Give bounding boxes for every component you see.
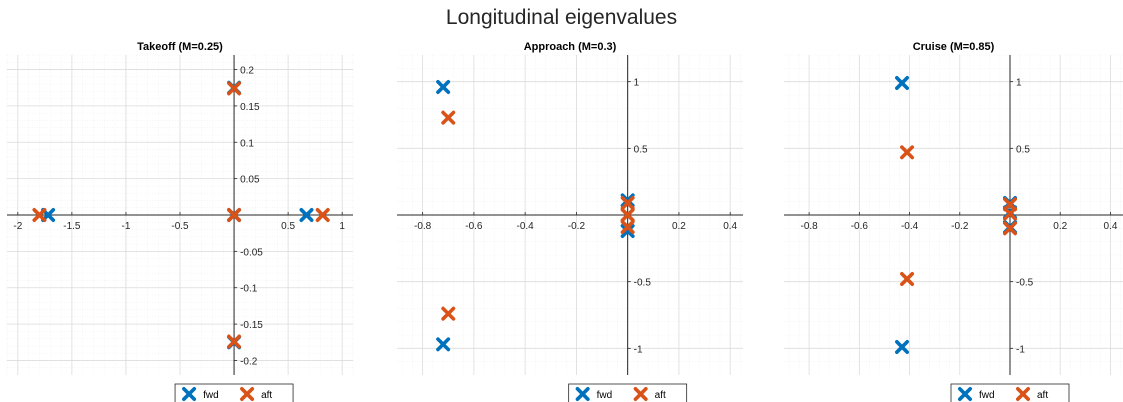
x-tick-label: -0.8 [800, 221, 818, 232]
x-tick-label: -0.2 [951, 221, 969, 232]
subplot-title: Approach (M=0.3) [524, 41, 617, 53]
legend-label-fwd: fwd [203, 390, 219, 401]
data-point-fwd [620, 193, 635, 208]
data-point-aft [227, 208, 242, 222]
x-tick-label: 0.4 [723, 221, 737, 232]
data-point-aft [620, 196, 635, 210]
y-tick-label: 1 [1016, 78, 1022, 89]
subplot-title: Cruise (M=0.85) [913, 41, 995, 53]
legend-label-aft: aft [655, 390, 666, 401]
y-tick-label: -0.5 [1016, 278, 1034, 289]
data-point-fwd [436, 337, 451, 352]
y-tick-label: -1 [634, 344, 643, 355]
x-tick-label: -0.4 [517, 221, 535, 232]
legend-label-aft: aft [1037, 390, 1048, 401]
data-point-aft [227, 334, 242, 349]
x-tick-label: -0.6 [465, 221, 483, 232]
y-tick-label: 0.2 [240, 66, 254, 77]
data-point-aft [620, 220, 635, 234]
data-point-aft [315, 208, 330, 222]
legend-box [950, 383, 1070, 402]
legend-marker-aft [240, 386, 255, 402]
x-tick-label: 0.2 [672, 221, 686, 232]
data-point-aft [227, 81, 242, 96]
legend-marker-fwd [957, 386, 973, 402]
data-point-aft [1002, 206, 1018, 221]
y-tick-label: 0.1 [240, 138, 254, 149]
y-tick-label: 0.5 [634, 144, 648, 155]
x-tick-label: 0.5 [281, 221, 295, 232]
y-tick-label: -0.5 [634, 278, 652, 289]
x-tick-label: -0.2 [568, 221, 586, 232]
data-point-aft [620, 208, 635, 222]
x-tick-label: -2 [13, 221, 22, 232]
subplot-title: Takeoff (M=0.25) [137, 41, 223, 53]
legend-marker-fwd [182, 386, 197, 402]
data-point-aft [1002, 221, 1018, 236]
y-tick-label: -0.05 [240, 247, 263, 258]
legend-marker-aft [1015, 386, 1030, 402]
data-point-fwd [895, 76, 910, 90]
data-point-aft [900, 145, 915, 160]
legend-label-fwd: fwd [979, 390, 995, 401]
data-point-aft [32, 208, 47, 222]
x-tick-label: -1 [121, 221, 130, 232]
legend-label-fwd: fwd [597, 390, 613, 401]
page-title: Longitudinal eigenvalues [445, 6, 678, 29]
y-tick-label: 1 [634, 78, 640, 89]
data-point-aft [441, 110, 456, 125]
x-tick-label: 0.4 [1103, 221, 1117, 232]
data-point-fwd [299, 208, 314, 222]
y-tick-label: 0.05 [240, 175, 260, 186]
data-point-fwd [620, 224, 635, 238]
data-point-aft [441, 306, 456, 321]
x-tick-label: 1 [339, 221, 345, 232]
x-tick-label: -0.5 [171, 221, 189, 232]
x-tick-label: -1.5 [63, 221, 81, 232]
legend-marker-fwd [575, 386, 590, 402]
y-tick-label: 0.5 [1016, 144, 1030, 155]
y-tick-label: 0.15 [240, 102, 260, 113]
y-tick-label: -0.15 [240, 320, 263, 331]
x-tick-label: 0.2 [1053, 221, 1067, 232]
legend: fwd aft [174, 383, 294, 402]
legend-box [568, 383, 688, 402]
subplot-3: -0.8 -0.6 -0.4 -0.2 0.2 0.4 1 0.5 -0.5 -1 Cruise (… [784, 41, 1123, 402]
data-point-fwd [895, 339, 910, 355]
y-tick-label: -0.1 [240, 284, 258, 295]
x-tick-label: -0.6 [851, 221, 869, 232]
legend: fwd aft [568, 383, 688, 402]
legend-label-aft: aft [261, 390, 272, 401]
data-point-aft [900, 271, 915, 287]
legend-box [174, 383, 294, 402]
y-tick-label: -0.2 [240, 356, 258, 367]
subplot-2: -0.8 -0.6 -0.4 -0.2 0.2 0.4 1 0.5 -0.5 -1 Approach… [397, 41, 743, 402]
legend: fwd aft [950, 383, 1070, 402]
x-tick-label: -0.8 [414, 221, 432, 232]
legend-marker-aft [633, 386, 648, 402]
y-tick-label: -1 [1016, 344, 1025, 355]
data-point-fwd [436, 80, 451, 94]
x-tick-label: -0.4 [901, 221, 919, 232]
subplot-1: -2 -1.5 -1 -0.5 0.5 1 0.2 0.15 0.1 0.05 -0.05 -0.1 -… [6, 41, 354, 402]
